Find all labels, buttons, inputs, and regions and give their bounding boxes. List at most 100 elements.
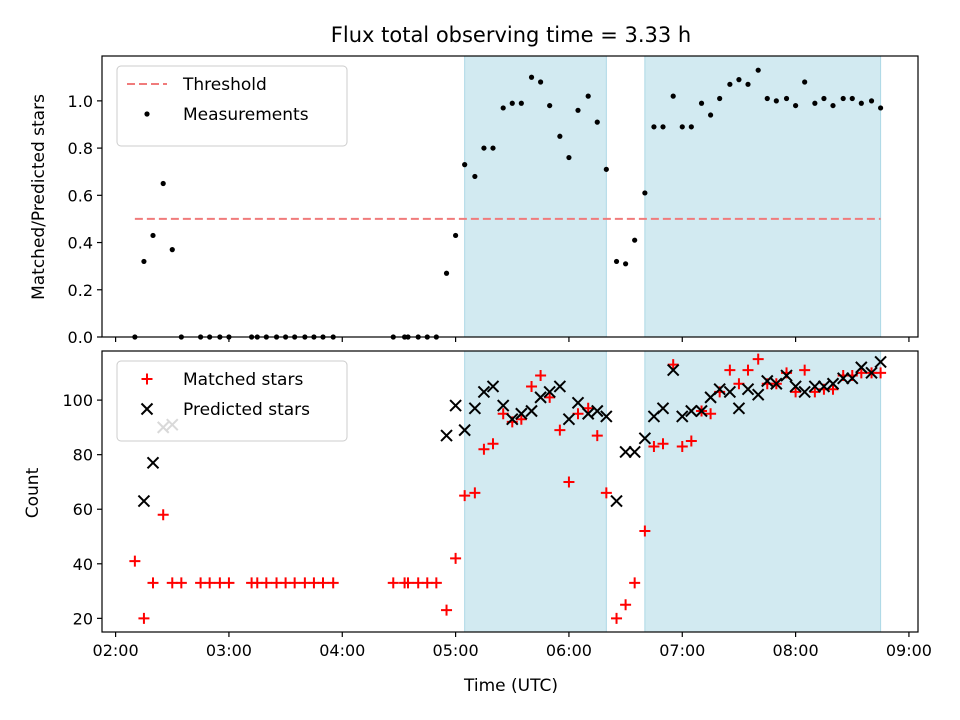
predicted-stars-point-14 <box>525 404 538 418</box>
top-y-tick-label-5: 0.8 <box>68 139 93 158</box>
legend-measurements-label: Measurements <box>183 105 309 125</box>
matched-stars-point-40 <box>563 476 575 488</box>
measurements-point-47 <box>632 237 638 243</box>
bottom-axes-frame <box>101 350 919 633</box>
measurements-point-72 <box>868 98 875 104</box>
matched-stars-point-55 <box>705 408 717 420</box>
predicted-stars-point-30 <box>676 410 689 423</box>
predicted-stars-point-1 <box>137 494 151 508</box>
matched-stars-point-30 <box>469 487 481 499</box>
matched-stars-point-57 <box>724 364 736 376</box>
matched-stars-point-50 <box>657 438 669 450</box>
legend-matched-stars-swatch <box>141 373 153 385</box>
measurements-point-68 <box>830 102 836 109</box>
x-tick-label-1: 02:00 <box>93 641 139 660</box>
matched-stars-point-8 <box>204 577 216 589</box>
legend-predicted-stars-label: Predicted stars <box>183 400 310 420</box>
x-tick-label-8: 09:00 <box>886 641 932 660</box>
predicted-stars-point-47 <box>836 372 850 385</box>
predicted-stars-point-48 <box>846 372 859 385</box>
predicted-stars-point-51 <box>874 355 887 369</box>
top-y-axis-label: Matched/Predicted stars <box>29 94 49 300</box>
measurements-point-62 <box>773 98 779 104</box>
bottom-y-axis-label: Count <box>23 467 43 518</box>
predicted-stars-point-37 <box>741 382 755 396</box>
predicted-stars-point-15 <box>534 391 547 404</box>
predicted-stars-point-23 <box>610 494 623 508</box>
matched-stars-point-35 <box>515 413 527 425</box>
measurements-point-39 <box>557 133 563 139</box>
top-y-tick-label-1: 0.0 <box>68 328 93 347</box>
measurements-point-4 <box>160 180 166 187</box>
measurements-point-3 <box>150 232 156 239</box>
predicted-stars-point-25 <box>628 445 641 459</box>
predicted-stars-point-9 <box>477 385 491 399</box>
matched-stars-point-32 <box>487 438 499 450</box>
matched-stars-point-1 <box>129 555 141 567</box>
measurements-point-64 <box>793 102 799 109</box>
matched-stars-point-46 <box>620 599 632 611</box>
x-tick-label-2: 03:00 <box>206 641 252 660</box>
bottom-y-tick-label-3: 60 <box>73 500 93 519</box>
measurements-point-70 <box>849 95 855 102</box>
predicted-stars-point-44 <box>808 380 822 393</box>
matched-stars-point-6 <box>175 577 187 589</box>
measurements-point-56 <box>717 95 723 102</box>
measurements-point-57 <box>727 81 733 87</box>
matched-stars-point-26 <box>430 577 442 589</box>
predicted-stars-point-36 <box>732 402 746 415</box>
predicted-stars-point-18 <box>562 412 576 426</box>
measurements-point-42 <box>585 93 591 99</box>
legend-predicted-stars-swatch <box>140 402 154 416</box>
matched-stars-point-53 <box>685 435 697 447</box>
bottom-observing-span-2 <box>644 350 882 633</box>
matched-stars-point-64 <box>790 386 802 398</box>
predicted-stars-point-17 <box>553 380 567 393</box>
measurements-point-48 <box>642 190 648 196</box>
predicted-stars-point-41 <box>780 369 793 382</box>
matched-stars-point-42 <box>582 402 594 414</box>
predicted-stars-point-6 <box>449 399 462 412</box>
predicted-stars-point-5 <box>440 429 453 442</box>
matched-stars-point-29 <box>459 490 471 502</box>
measurements-point-34 <box>509 100 515 106</box>
matched-stars-point-23 <box>402 577 414 589</box>
legend-threshold-label: Threshold <box>182 75 267 95</box>
predicted-stars-point-11 <box>496 399 510 412</box>
matched-stars-point-37 <box>535 370 547 382</box>
matched-stars-point-4 <box>157 509 169 521</box>
measurements-point-28 <box>453 232 459 239</box>
measurements-point-31 <box>481 145 487 151</box>
predicted-stars-point-45 <box>817 380 831 393</box>
predicted-stars-point-19 <box>571 396 585 410</box>
predicted-stars-point-35 <box>723 385 737 399</box>
measurements-point-2 <box>141 258 147 265</box>
matched-stars-point-45 <box>611 612 623 624</box>
measurements-point-63 <box>783 95 790 102</box>
measurements-point-40 <box>566 154 572 161</box>
measurements-point-55 <box>708 112 714 118</box>
predicted-stars-point-28 <box>656 402 670 415</box>
predicted-stars-point-13 <box>515 407 528 420</box>
measurements-point-73 <box>878 105 884 111</box>
predicted-stars-point-29 <box>666 363 680 377</box>
predicted-stars-point-38 <box>751 388 765 401</box>
bottom-legend-box <box>116 360 348 442</box>
matched-stars-point-2 <box>138 612 150 624</box>
bottom-y-tick-label-4: 80 <box>73 446 93 465</box>
measurements-point-69 <box>840 95 846 102</box>
measurements-point-32 <box>490 145 496 151</box>
measurements-point-45 <box>613 258 620 265</box>
matched-stars-point-19 <box>317 577 329 589</box>
bottom-y-tick-label-5: 100 <box>62 391 93 410</box>
matched-stars-point-16 <box>289 577 301 589</box>
predicted-stars-point-34 <box>713 382 726 396</box>
bottom-y-tick-label-2: 40 <box>73 555 93 574</box>
matched-stars-point-10 <box>223 577 235 589</box>
x-tick-label-4: 05:00 <box>433 641 479 660</box>
measurements-point-27 <box>443 270 450 276</box>
x-tick-label-6: 07:00 <box>659 641 705 660</box>
measurements-point-5 <box>169 247 175 253</box>
measurements-point-59 <box>745 81 751 87</box>
chart-title: Flux total observing time = 3.33 h <box>331 23 691 47</box>
